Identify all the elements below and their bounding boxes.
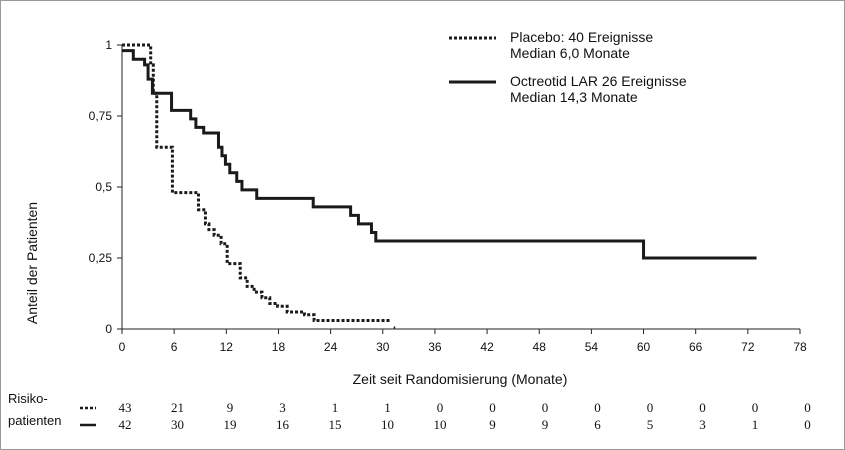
risk-count: 30 (171, 417, 184, 432)
x-tick-label: 66 (689, 340, 703, 354)
x-tick-label: 30 (376, 340, 390, 354)
risk-count: 1 (332, 400, 339, 415)
risk-count: 0 (437, 400, 444, 415)
x-tick-label: 18 (272, 340, 286, 354)
legend-label: Placebo: 40 Ereignisse (510, 29, 653, 45)
y-tick-label: 0,75 (89, 109, 113, 123)
y-tick-label: 0,5 (95, 180, 112, 194)
risk-count: 5 (647, 417, 654, 432)
y-tick-label: 0 (105, 322, 112, 336)
risk-count: 3 (699, 417, 706, 432)
x-tick-label: 12 (220, 340, 234, 354)
curves (122, 43, 757, 329)
risk-header-line2: patienten (8, 413, 62, 428)
octreotid-curve (122, 49, 757, 260)
legend-median: Median 14,3 Monate (510, 89, 638, 105)
risk-count: 0 (542, 400, 549, 415)
risk-count: 43 (119, 400, 132, 415)
legend-label: Octreotid LAR 26 Ereignisse (510, 73, 687, 89)
risk-count: 10 (434, 417, 447, 432)
risk-count: 42 (119, 417, 132, 432)
risk-count: 1 (384, 400, 391, 415)
y-axis-label: Anteil der Patienten (24, 202, 40, 324)
placebo-curve (122, 43, 392, 322)
risk-count: 19 (224, 417, 237, 432)
y-tick-label: 1 (105, 38, 112, 52)
y-tick-label: 0,25 (89, 251, 113, 265)
risk-count: 0 (699, 400, 706, 415)
risk-count: 21 (171, 400, 184, 415)
x-tick-label: 6 (171, 340, 178, 354)
risk-count: 0 (489, 400, 496, 415)
risk-count: 16 (276, 417, 290, 432)
risk-count: 6 (594, 417, 601, 432)
x-tick-label: 42 (480, 340, 494, 354)
x-tick-label: 78 (793, 340, 807, 354)
risk-count: 15 (329, 417, 342, 432)
x-axis-label: Zeit seit Randomisierung (Monate) (353, 371, 568, 387)
x-tick-label: 24 (324, 340, 338, 354)
risk-count: 9 (489, 417, 496, 432)
risk-count: 0 (804, 400, 811, 415)
risk-count: 0 (752, 400, 759, 415)
legend-median: Median 6,0 Monate (510, 45, 630, 61)
axes: 0 0,25 0,5 0,75 1 0 6 12 18 24 30 36 42 48 54 60 66 72 78 (89, 38, 807, 354)
risk-count: 9 (227, 400, 234, 415)
x-tick-label: 54 (585, 340, 599, 354)
risk-header-line1: Risiko- (8, 391, 48, 406)
x-tick-label: 0 (119, 340, 126, 354)
risk-count: 9 (542, 417, 549, 432)
risk-count: 0 (647, 400, 654, 415)
x-tick-label: 48 (533, 340, 547, 354)
risk-count: 0 (594, 400, 601, 415)
x-tick-label: 72 (741, 340, 755, 354)
risk-count: 0 (804, 417, 811, 432)
risk-count: 1 (752, 417, 759, 432)
risk-count: 3 (279, 400, 286, 415)
x-tick-label: 60 (637, 340, 651, 354)
risk-count: 10 (381, 417, 394, 432)
x-tick-label: 36 (428, 340, 442, 354)
